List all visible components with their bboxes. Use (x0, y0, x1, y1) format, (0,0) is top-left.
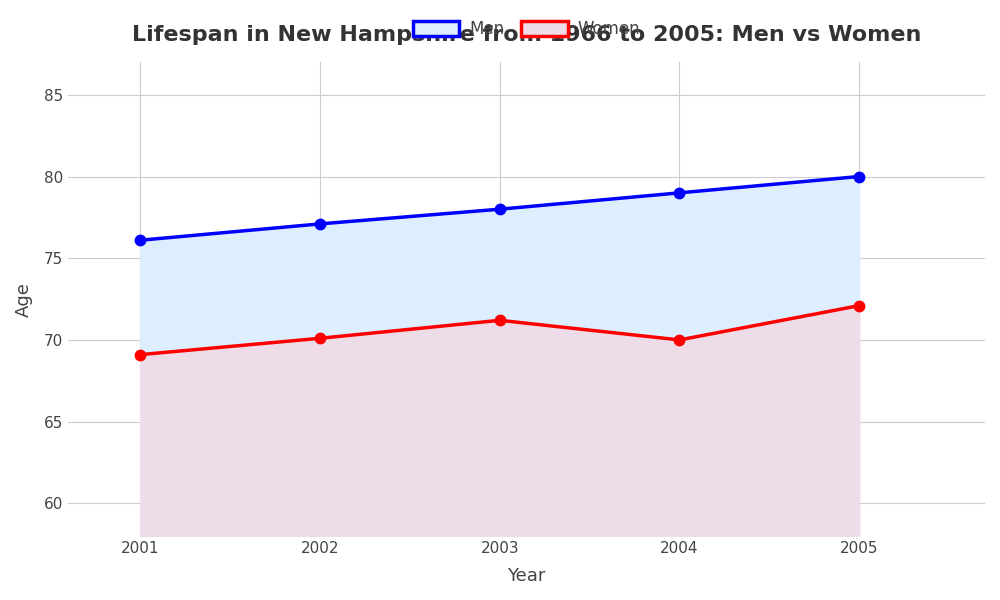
X-axis label: Year: Year (507, 567, 546, 585)
Y-axis label: Age: Age (15, 281, 33, 317)
Title: Lifespan in New Hampshire from 1966 to 2005: Men vs Women: Lifespan in New Hampshire from 1966 to 2… (132, 25, 921, 45)
Legend: Men, Women: Men, Women (406, 14, 647, 45)
